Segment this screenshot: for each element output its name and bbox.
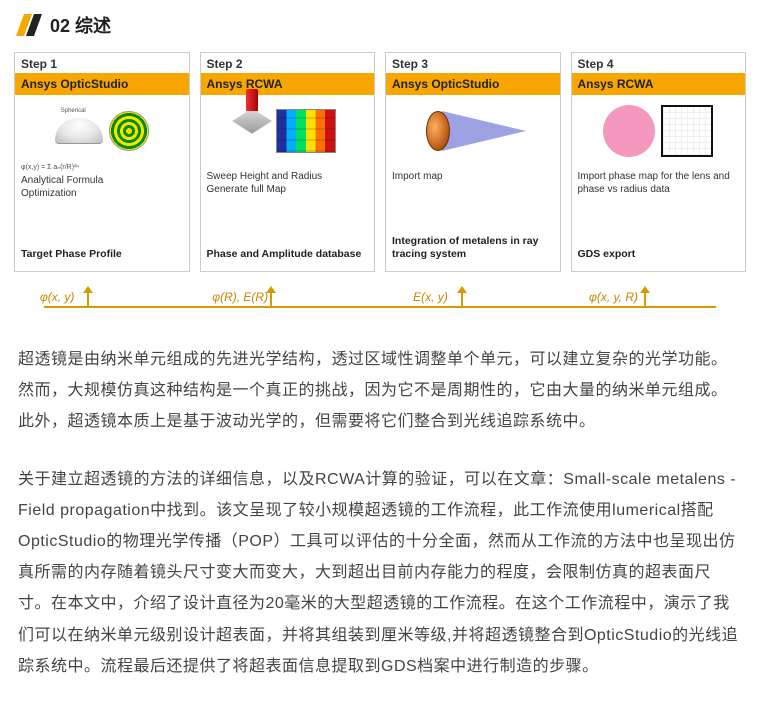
nanopillar-base-icon [232, 108, 272, 133]
flow-arrow-label: E(x, y) [413, 290, 448, 304]
step-desc: Import map [386, 167, 560, 188]
phase-map-disc-icon [603, 105, 655, 157]
section-title: 02 综述 [50, 12, 111, 38]
step-output: GDS export [572, 240, 746, 271]
section-number: 02 [50, 16, 70, 36]
flow-arrow-up-icon [87, 292, 89, 308]
step-tool-label: Ansys RCWA [201, 73, 375, 95]
step-card-4: Step 4 Ansys RCWA Import phase map for t… [571, 52, 747, 272]
paragraph-1: 超透镜是由纳米单元组成的先进光学结构，透过区域性调整单个单元，可以建立复杂的光学… [18, 344, 742, 438]
field-colormap-icon [276, 109, 336, 153]
article-body: 超透镜是由纳米单元组成的先进光学结构，透过区域性调整单个单元，可以建立复杂的光学… [0, 316, 760, 718]
step-card-3: Step 3 Ansys OpticStudio Import map Inte… [385, 52, 561, 272]
gds-layout-icon [661, 105, 713, 157]
flow-arrow-up-icon [461, 292, 463, 308]
paragraph-2: 关于建立超透镜的方法的详细信息，以及RCWA计算的验证，可以在文章：Small-… [18, 464, 742, 682]
step-tool-label: Ansys OpticStudio [386, 73, 560, 95]
flow-arrow-up-icon [270, 292, 272, 308]
data-flow-arrows: φ(x, y) φ(R), E(R) E(x, y) φ(x, y, R) [14, 276, 746, 316]
step-illustration-4 [572, 95, 746, 167]
step-illustration-1 [15, 95, 189, 167]
section-header: 02 综述 [0, 0, 760, 46]
step-tool-label: Ansys OpticStudio [15, 73, 189, 95]
phase-rings-icon [109, 111, 149, 151]
step-desc: Analytical Formula Optimization [15, 171, 189, 204]
step-output: Phase and Amplitude database [201, 240, 375, 271]
flow-arrow-label: φ(R), E(R) [212, 290, 268, 304]
step-tool-label: Ansys RCWA [572, 73, 746, 95]
step-output: Target Phase Profile [15, 240, 189, 271]
flow-arrow-up-icon [644, 292, 646, 308]
spherical-dome-icon [55, 118, 103, 144]
nanopillar-icon [246, 89, 258, 111]
ray-cone-icon [442, 111, 526, 151]
phase-formula: φ(x,y) = Σ aₙ(r/R)²ⁿ [15, 163, 189, 171]
header-slash-icon [20, 14, 38, 36]
arrow-baseline [44, 306, 716, 308]
step-desc: Sweep Height and Radius Generate full Ma… [201, 167, 375, 200]
step-desc: Import phase map for the lens and phase … [572, 167, 746, 200]
flow-arrow-label: φ(x, y, R) [589, 290, 638, 304]
step-illustration-3 [386, 95, 560, 167]
metalens-disc-icon [426, 111, 450, 151]
step-number: Step 4 [572, 53, 746, 73]
workflow-steps: Step 1 Ansys OpticStudio φ(x,y) = Σ aₙ(r… [0, 52, 760, 272]
step-number: Step 2 [201, 53, 375, 73]
step-illustration-2 [201, 95, 375, 167]
step-number: Step 1 [15, 53, 189, 73]
step-output: Integration of metalens in ray tracing s… [386, 227, 560, 271]
step-number: Step 3 [386, 53, 560, 73]
section-title-text: 综述 [75, 16, 111, 36]
step-card-2: Step 2 Ansys RCWA Sweep Height and Radiu… [200, 52, 376, 272]
flow-arrow-label: φ(x, y) [40, 290, 75, 304]
step-card-1: Step 1 Ansys OpticStudio φ(x,y) = Σ aₙ(r… [14, 52, 190, 272]
